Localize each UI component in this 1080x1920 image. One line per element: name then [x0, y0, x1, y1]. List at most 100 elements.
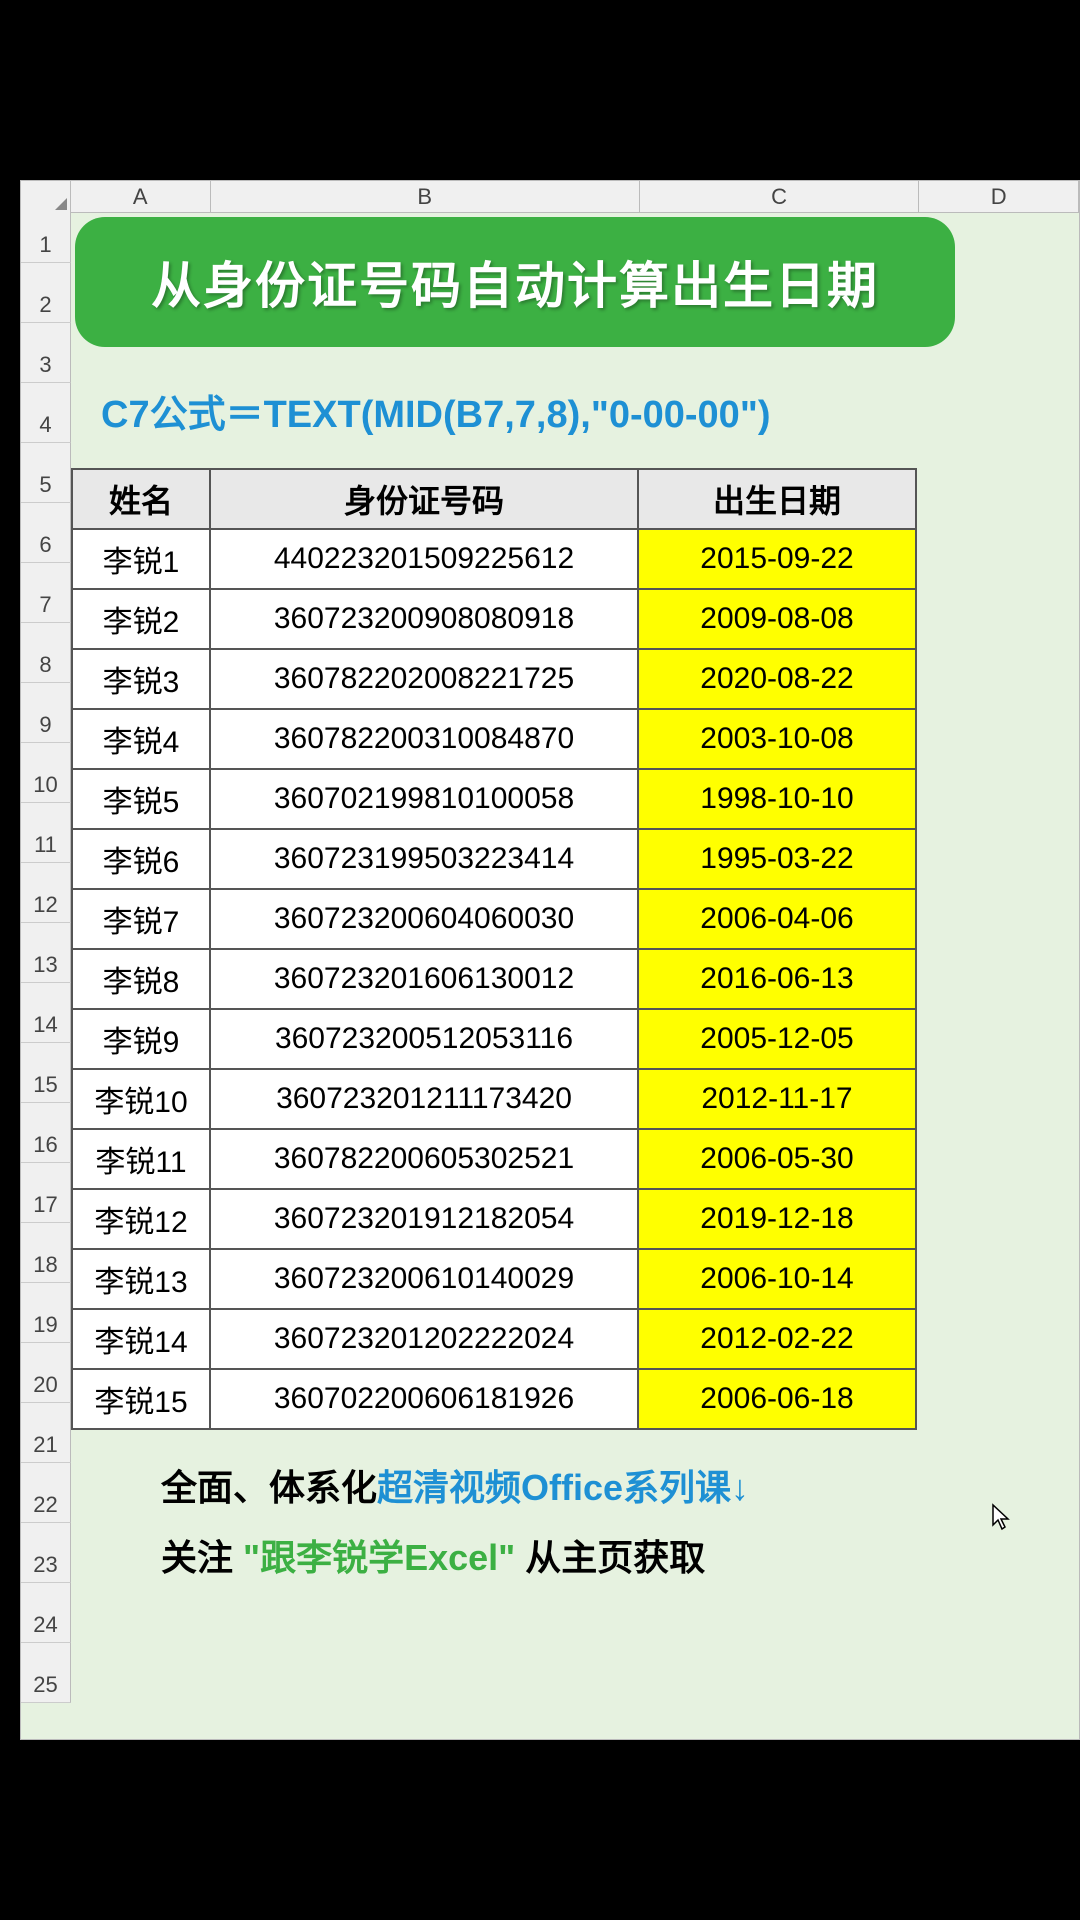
- header-name[interactable]: 姓名: [72, 469, 210, 529]
- cell-date[interactable]: 2006-04-06: [638, 889, 916, 949]
- row-header-20[interactable]: 20: [21, 1343, 71, 1403]
- cell-id[interactable]: 360723200908080918: [210, 589, 638, 649]
- cell-name[interactable]: 李锐9: [72, 1009, 210, 1069]
- cell-name[interactable]: 李锐7: [72, 889, 210, 949]
- cell-name[interactable]: 李锐14: [72, 1309, 210, 1369]
- cell-id[interactable]: 360723201211173420: [210, 1069, 638, 1129]
- cell-date[interactable]: 2012-11-17: [638, 1069, 916, 1129]
- table-row: 李锐83607232016061300122016-06-13: [72, 949, 916, 1009]
- cell-date[interactable]: 2016-06-13: [638, 949, 916, 1009]
- table-row: 李锐14402232015092256122015-09-22: [72, 529, 916, 589]
- table-header-row: 姓名 身份证号码 出生日期: [72, 469, 916, 529]
- cell-date[interactable]: 2003-10-08: [638, 709, 916, 769]
- cell-name[interactable]: 李锐10: [72, 1069, 210, 1129]
- row-header-24[interactable]: 24: [21, 1583, 71, 1643]
- row-header-6[interactable]: 6: [21, 503, 71, 563]
- row-header-9[interactable]: 9: [21, 683, 71, 743]
- table-row: 李锐143607232012022220242012-02-22: [72, 1309, 916, 1369]
- row-header-22[interactable]: 22: [21, 1463, 71, 1523]
- col-header-D[interactable]: D: [919, 181, 1079, 212]
- row-header-19[interactable]: 19: [21, 1283, 71, 1343]
- col-header-A[interactable]: A: [71, 181, 211, 212]
- row-header-16[interactable]: 16: [21, 1103, 71, 1163]
- cell-name[interactable]: 李锐2: [72, 589, 210, 649]
- cell-id[interactable]: 360782202008221725: [210, 649, 638, 709]
- row-header-1[interactable]: 1: [21, 213, 71, 263]
- cell-date[interactable]: 2020-08-22: [638, 649, 916, 709]
- formula-text: C7公式＝TEXT(MID(B7,7,8),"0-00-00"): [101, 383, 771, 438]
- table-row: 李锐73607232006040600302006-04-06: [72, 889, 916, 949]
- cell-name[interactable]: 李锐6: [72, 829, 210, 889]
- col-header-C[interactable]: C: [640, 181, 919, 212]
- cell-date[interactable]: 2009-08-08: [638, 589, 916, 649]
- cell-id[interactable]: 360723199503223414: [210, 829, 638, 889]
- cell-date[interactable]: 2006-05-30: [638, 1129, 916, 1189]
- cell-date[interactable]: 2019-12-18: [638, 1189, 916, 1249]
- row-header-4[interactable]: 4: [21, 383, 71, 443]
- cell-name[interactable]: 李锐8: [72, 949, 210, 1009]
- cell-id[interactable]: 360723201606130012: [210, 949, 638, 1009]
- sheet-content: 从身份证号码自动计算出生日期 C7公式＝TEXT(MID(B7,7,8),"0-…: [71, 213, 1079, 1739]
- table-row: 李锐33607822020082217252020-08-22: [72, 649, 916, 709]
- table-row: 李锐133607232006101400292006-10-14: [72, 1249, 916, 1309]
- cell-id[interactable]: 360723200604060030: [210, 889, 638, 949]
- cell-name[interactable]: 李锐3: [72, 649, 210, 709]
- row-header-25[interactable]: 25: [21, 1643, 71, 1703]
- footer-line1-black: 全面、体系化: [161, 1467, 377, 1508]
- cell-name[interactable]: 李锐5: [72, 769, 210, 829]
- footer-line2-c: 从主页获取: [525, 1537, 705, 1578]
- cell-id[interactable]: 360723200512053116: [210, 1009, 638, 1069]
- cell-id[interactable]: 360723200610140029: [210, 1249, 638, 1309]
- cell-date[interactable]: 2006-06-18: [638, 1369, 916, 1429]
- row-header-10[interactable]: 10: [21, 743, 71, 803]
- cell-date[interactable]: 2015-09-22: [638, 529, 916, 589]
- row-header-21[interactable]: 21: [21, 1403, 71, 1463]
- cell-id[interactable]: 360723201912182054: [210, 1189, 638, 1249]
- cell-name[interactable]: 李锐13: [72, 1249, 210, 1309]
- cell-name[interactable]: 李锐1: [72, 529, 210, 589]
- row-header-12[interactable]: 12: [21, 863, 71, 923]
- row-header-15[interactable]: 15: [21, 1043, 71, 1103]
- row-header-14[interactable]: 14: [21, 983, 71, 1043]
- footer-line2-green: "跟李锐学Excel": [243, 1537, 515, 1578]
- cell-name[interactable]: 李锐11: [72, 1129, 210, 1189]
- table-row: 李锐123607232019121820542019-12-18: [72, 1189, 916, 1249]
- footer-line1-blue: 超清视频Office系列课↓: [377, 1467, 749, 1508]
- col-header-B[interactable]: B: [211, 181, 640, 212]
- header-date[interactable]: 出生日期: [638, 469, 916, 529]
- row-header-7[interactable]: 7: [21, 563, 71, 623]
- cell-id[interactable]: 360702199810100058: [210, 769, 638, 829]
- cell-name[interactable]: 李锐4: [72, 709, 210, 769]
- row-header-23[interactable]: 23: [21, 1523, 71, 1583]
- cell-id[interactable]: 440223201509225612: [210, 529, 638, 589]
- row-header-13[interactable]: 13: [21, 923, 71, 983]
- cell-date[interactable]: 2005-12-05: [638, 1009, 916, 1069]
- cell-name[interactable]: 李锐12: [72, 1189, 210, 1249]
- cell-id[interactable]: 360782200605302521: [210, 1129, 638, 1189]
- header-id[interactable]: 身份证号码: [210, 469, 638, 529]
- cell-id[interactable]: 360782200310084870: [210, 709, 638, 769]
- table-row: 李锐43607822003100848702003-10-08: [72, 709, 916, 769]
- row-header-2[interactable]: 2: [21, 263, 71, 323]
- table-row: 李锐113607822006053025212006-05-30: [72, 1129, 916, 1189]
- table-row: 李锐103607232012111734202012-11-17: [72, 1069, 916, 1129]
- column-headers: A B C D: [21, 181, 1079, 213]
- row-header-11[interactable]: 11: [21, 803, 71, 863]
- cell-id[interactable]: 360723201202222024: [210, 1309, 638, 1369]
- cell-date[interactable]: 1995-03-22: [638, 829, 916, 889]
- row-header-17[interactable]: 17: [21, 1163, 71, 1223]
- cell-id[interactable]: 360702200606181926: [210, 1369, 638, 1429]
- cell-date[interactable]: 2006-10-14: [638, 1249, 916, 1309]
- data-table: 姓名 身份证号码 出生日期 李锐14402232015092256122015-…: [71, 468, 917, 1430]
- row-header-3[interactable]: 3: [21, 323, 71, 383]
- select-all-corner[interactable]: [21, 181, 71, 213]
- row-header-18[interactable]: 18: [21, 1223, 71, 1283]
- cell-name[interactable]: 李锐15: [72, 1369, 210, 1429]
- title-banner: 从身份证号码自动计算出生日期: [75, 217, 955, 347]
- table-row: 李锐63607231995032234141995-03-22: [72, 829, 916, 889]
- row-header-8[interactable]: 8: [21, 623, 71, 683]
- cell-date[interactable]: 2012-02-22: [638, 1309, 916, 1369]
- table-row: 李锐23607232009080809182009-08-08: [72, 589, 916, 649]
- row-header-5[interactable]: 5: [21, 443, 71, 503]
- cell-date[interactable]: 1998-10-10: [638, 769, 916, 829]
